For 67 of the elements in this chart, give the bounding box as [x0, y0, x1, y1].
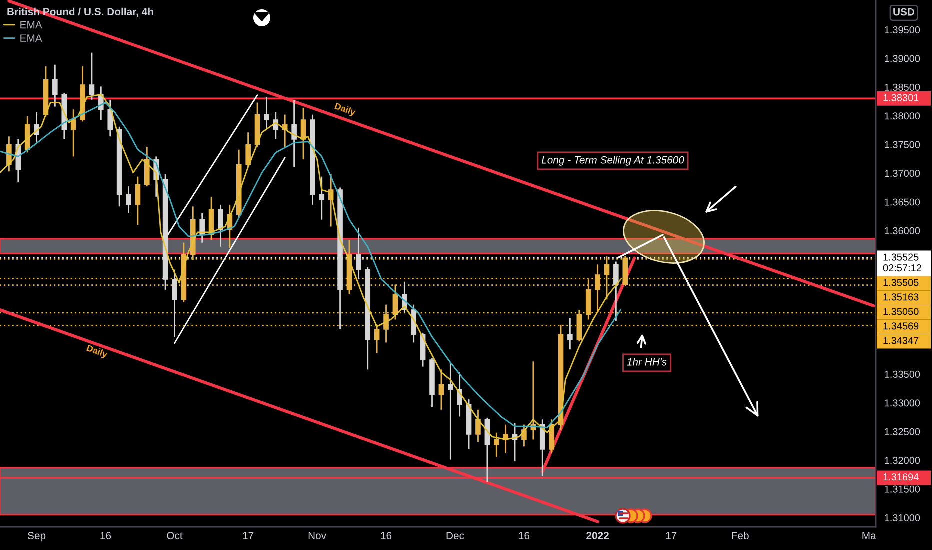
x-tick-label: 16	[100, 532, 112, 540]
candlestick	[135, 176, 141, 226]
y-tick-label: 1.36000	[885, 227, 920, 234]
ref-line-label: 1.38301	[884, 94, 919, 102]
y-tick-label: 1.31000	[885, 514, 920, 522]
legend-label: EMA	[20, 21, 42, 29]
annotation: Daily	[334, 102, 357, 118]
candlestick	[52, 64, 58, 108]
candlestick	[438, 369, 444, 411]
y-tick-label: 1.38000	[885, 112, 920, 120]
y-tick-label: 1.36500	[885, 198, 920, 206]
candlestick	[476, 409, 481, 443]
x-tick-label: 16	[381, 532, 392, 540]
x-tick-label: Oct	[167, 532, 183, 540]
y-tick-label: 1.32500	[885, 428, 920, 436]
candlestick	[200, 212, 205, 244]
legend-label: EMA	[20, 34, 42, 42]
y-tick-label: 1.32000	[885, 457, 920, 464]
x-tick-label: Dec	[446, 532, 464, 540]
candlestick	[34, 112, 40, 144]
candlestick	[595, 264, 600, 314]
annotation: 1hr HH's	[627, 358, 667, 366]
candlestick	[218, 204, 224, 248]
candlestick	[384, 304, 389, 344]
y-axis-title: USD	[894, 8, 915, 16]
ref-line-label: 1.31694	[884, 474, 919, 481]
y-tick-label: 1.31500	[885, 486, 920, 493]
text: British Pound / U.S. Dollar, 4h	[8, 8, 154, 18]
x-tick-label: Nov	[308, 532, 327, 540]
candlestick	[494, 432, 500, 458]
annotation: Daily	[86, 344, 109, 360]
x-tick-label: 17	[243, 532, 254, 540]
y-tick-label: 1.33000	[885, 400, 920, 407]
y-tick-label: 1.33500	[885, 370, 920, 378]
candlestick	[374, 324, 380, 354]
candlestick	[319, 176, 325, 221]
y-tick-label: 1.39500	[885, 26, 920, 34]
candlestick	[172, 269, 178, 338]
x-tick-label: Feb	[732, 532, 749, 540]
candlestick	[356, 227, 362, 280]
y-tick-label: 1.38500	[885, 84, 920, 91]
candlestick	[246, 132, 251, 168]
candlestick	[392, 284, 398, 320]
candlestick	[614, 261, 619, 322]
ref-line-label: 1.35050	[884, 308, 919, 316]
y-tick-label: 1.39000	[885, 55, 920, 62]
candlestick	[604, 256, 610, 300]
candlestick	[292, 99, 297, 168]
x-tick-label: 17	[666, 532, 677, 540]
ref-line-label: 1.35505	[884, 279, 919, 286]
candlestick	[89, 52, 95, 101]
candlestick	[448, 362, 454, 461]
ref-line-label: 1.34569	[884, 322, 919, 330]
ref-line-label: 1.35525 02:57:12	[883, 254, 922, 272]
y-tick-label: 1.37000	[885, 170, 920, 178]
ref-line-label: 1.35163	[884, 294, 919, 301]
x-tick-label: 2022	[586, 532, 609, 540]
candlestick	[126, 186, 132, 214]
candlestick	[568, 317, 573, 350]
x-tick-label: Sep	[28, 532, 46, 542]
x-tick-label: Ma	[862, 532, 876, 540]
candlestick	[108, 99, 114, 138]
ref-line-label: 1.34347	[884, 337, 919, 344]
x-tick-label: 16	[519, 532, 530, 540]
y-tick-label: 1.37500	[885, 141, 920, 148]
candlestick	[264, 96, 270, 130]
annotation: Long - Term Selling At 1.35600	[542, 156, 684, 166]
